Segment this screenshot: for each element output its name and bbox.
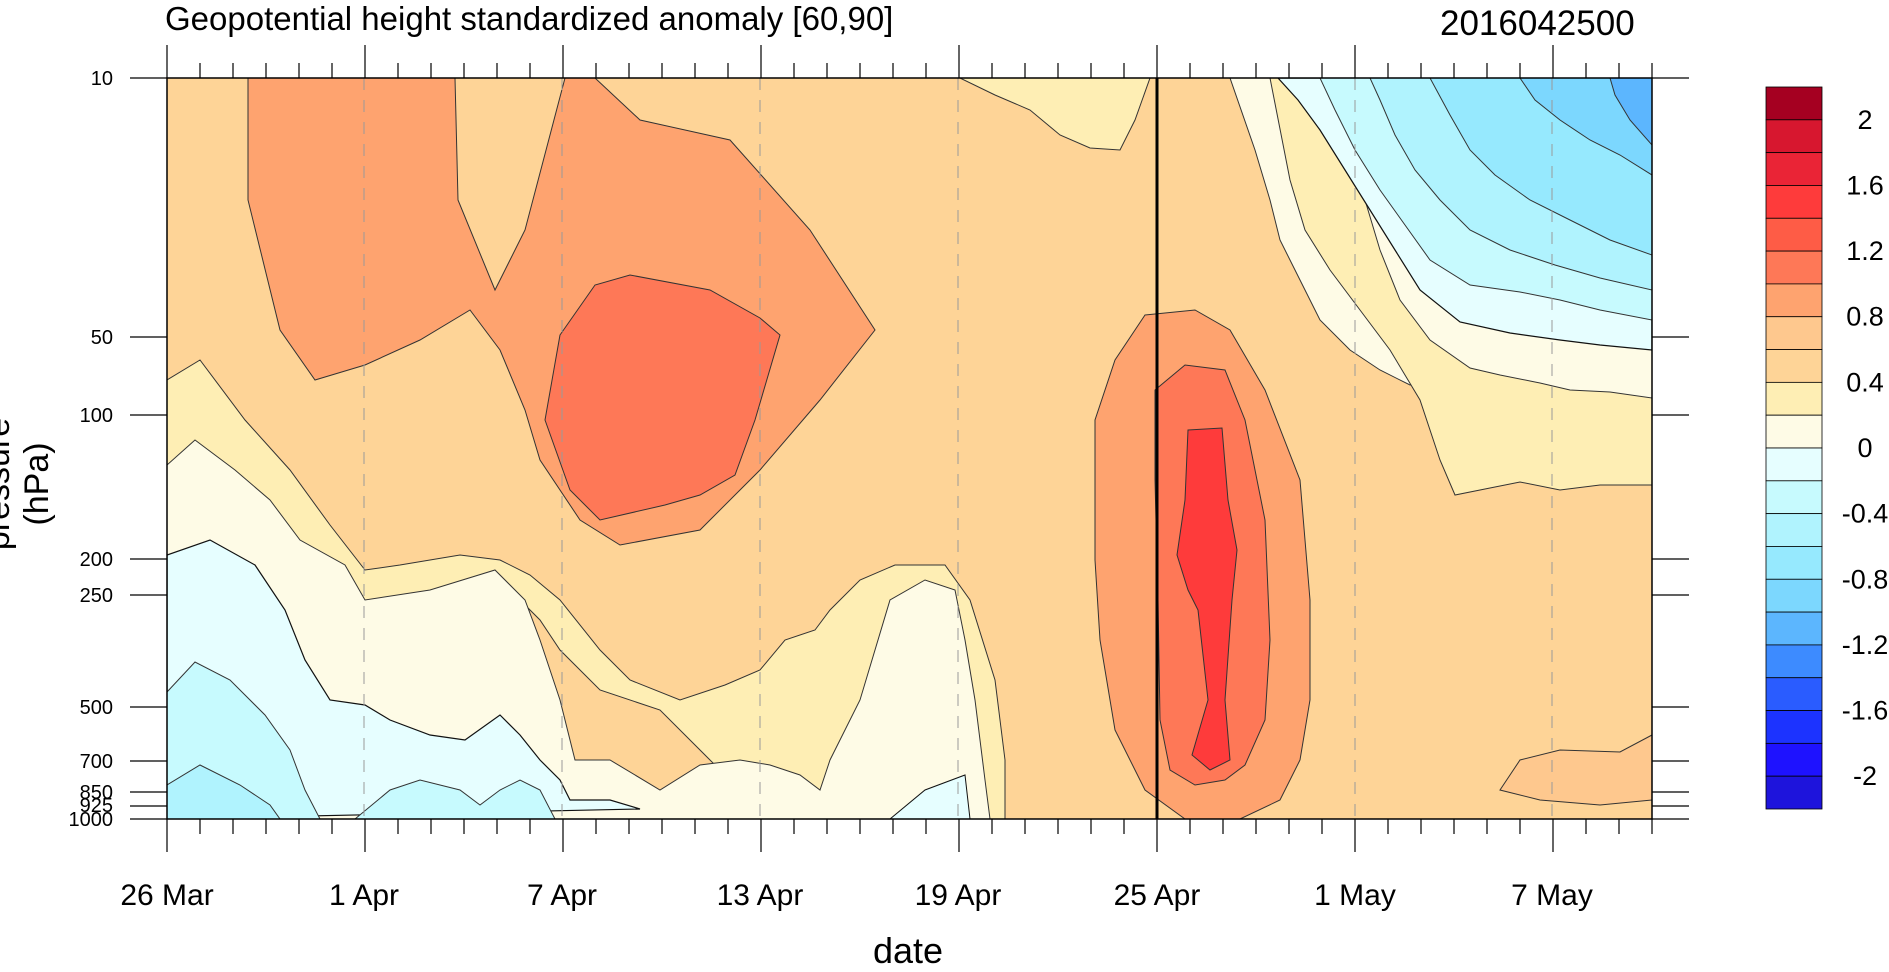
- x-tick-26mar: 26 Mar: [120, 879, 213, 912]
- contour-band-neg0.4: [167, 764, 281, 819]
- colorbar-swatch: [1765, 316, 1823, 350]
- colorbar-label: -1.6: [1842, 696, 1889, 726]
- colorbar-swatch: [1765, 480, 1823, 515]
- y-tick-1000: 1000: [69, 809, 114, 831]
- x-tick-19apr: 19 Apr: [915, 879, 1002, 912]
- y-tick-10: 10: [91, 68, 113, 90]
- chart-title: Geopotential height standardized anomaly…: [165, 0, 894, 37]
- colorbar-label: -2: [1853, 761, 1877, 791]
- x-ticks: [166, 45, 1653, 852]
- colorbar-label: 0: [1857, 433, 1872, 463]
- colorbar-swatch: [1765, 217, 1823, 252]
- colorbar-label: 0.8: [1846, 302, 1884, 332]
- colorbar-swatch: [1765, 349, 1823, 383]
- colorbar-swatch: [1765, 644, 1823, 679]
- colorbar-label: 1.2: [1846, 236, 1884, 266]
- y-tick-labels: 10 50 100 200 250 500 700 850 925 1000: [69, 68, 114, 831]
- contour-band-0.4-top: [959, 78, 1151, 151]
- contour-band-1.2-right: [1176, 427, 1238, 771]
- colorbar-swatch: [1765, 578, 1823, 613]
- colorbar-swatch: [1765, 742, 1823, 777]
- run-label: 2016042500: [1440, 4, 1635, 43]
- colorbar-swatch: [1765, 283, 1823, 318]
- x-tick-25apr: 25 Apr: [1114, 879, 1201, 912]
- x-gridlines: [363, 78, 1553, 819]
- colorbar-swatch: [1765, 414, 1823, 449]
- colorbar-swatch: [1765, 546, 1823, 580]
- contour-band-0.8-lr: [1499, 734, 1652, 806]
- contour-band-1.0: [544, 274, 781, 521]
- y-tick-925: 925: [80, 795, 113, 817]
- contour-band-neg0-right: [889, 774, 971, 819]
- colorbar-swatch: [1765, 513, 1823, 547]
- colorbar-swatch: [1765, 710, 1823, 744]
- colorbar-swatch: [1765, 119, 1823, 154]
- colorbar-labels: 2 1.6 1.2 0.8 0.4 0 -0.4 -0.8 -1.2 -1.6 -2: [1842, 105, 1889, 791]
- colorbar: [1765, 86, 1823, 810]
- y-tick-850: 850: [80, 782, 113, 804]
- colorbar-label: 0.4: [1846, 367, 1884, 397]
- colorbar-label: -0.8: [1842, 564, 1889, 594]
- x-tick-7may: 7 May: [1511, 879, 1593, 912]
- colorbar-swatch: [1765, 185, 1823, 219]
- y-tick-500: 500: [80, 697, 113, 719]
- contour-field: [167, 78, 1652, 819]
- y-tick-700: 700: [80, 751, 113, 773]
- colorbar-swatch: [1765, 677, 1823, 711]
- plot-frame: [166, 77, 1653, 820]
- x-tick-1may: 1 May: [1314, 879, 1396, 912]
- x-tick-labels: 26 Mar 1 Apr 7 Apr 13 Apr 19 Apr 25 Apr …: [120, 879, 1593, 912]
- y-tick-100: 100: [80, 405, 113, 427]
- y-ticks: [130, 77, 1689, 820]
- colorbar-swatch: [1765, 447, 1823, 482]
- y-tick-250: 250: [80, 585, 113, 607]
- y-tick-200: 200: [80, 549, 113, 571]
- colorbar-label: -0.4: [1842, 499, 1889, 529]
- colorbar-swatch: [1765, 86, 1823, 121]
- contour-band-neg1.0-ur: [1609, 78, 1652, 146]
- x-tick-7apr: 7 Apr: [527, 879, 597, 912]
- colorbar-label: 1.6: [1846, 170, 1884, 200]
- colorbar-swatch: [1765, 775, 1823, 810]
- colorbar-swatch: [1765, 611, 1823, 646]
- x-tick-13apr: 13 Apr: [717, 879, 804, 912]
- y-tick-50: 50: [91, 327, 113, 349]
- x-tick-1apr: 1 Apr: [329, 879, 399, 912]
- colorbar-label: -1.2: [1842, 630, 1889, 660]
- colorbar-label: 2: [1857, 105, 1872, 135]
- colorbar-swatch: [1765, 250, 1823, 285]
- colorbar-swatch: [1765, 152, 1823, 186]
- x-axis-label: date: [873, 930, 944, 971]
- contour-band-neg0.2b: [354, 779, 556, 819]
- colorbar-swatch: [1765, 381, 1823, 416]
